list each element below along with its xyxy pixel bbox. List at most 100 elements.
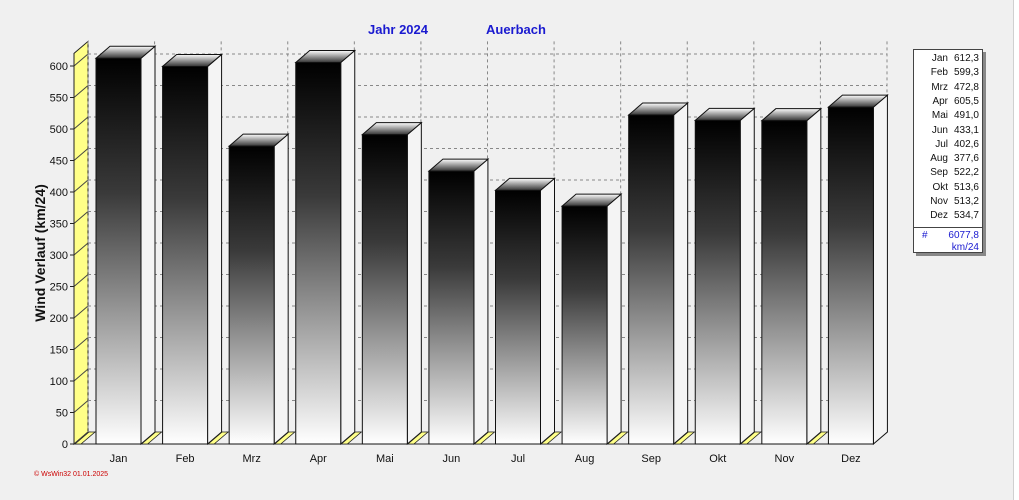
bar-Apr [273, 49, 357, 446]
bar-side [473, 158, 489, 446]
bar-side [140, 45, 156, 446]
legend-row-Sep: Sep 522,2 [914, 167, 982, 180]
bar-top [494, 177, 556, 191]
bar-top [693, 107, 756, 121]
bar-side [340, 49, 356, 446]
y-tick-label: 550 [50, 93, 68, 105]
grid-line-wall [73, 368, 89, 382]
bar-Mai [340, 121, 423, 446]
bar-Jul [473, 177, 556, 446]
bar-Sep [606, 101, 690, 446]
legend-month: Jan [931, 53, 948, 64]
bar-front [495, 189, 541, 445]
bar-side [273, 133, 289, 446]
floor-marker [540, 431, 563, 445]
bar-front [561, 205, 608, 445]
floor-marker [739, 431, 762, 445]
y-tick-labels: 0 50 100 150 200 250 300 350 400 450 500 550 600 [50, 61, 68, 451]
bar-top [560, 193, 623, 207]
bar-top [227, 133, 290, 147]
bar-top [360, 122, 423, 136]
x-category-label: Feb [176, 453, 195, 465]
grid-line-wall [73, 431, 89, 445]
legend-total-value: 6077,8 [948, 230, 979, 241]
legend-value: 377,6 [953, 153, 979, 165]
bar-Jun [406, 158, 490, 446]
x-category-label: Apr [310, 453, 327, 465]
floor-marker [273, 431, 296, 445]
legend-value: 605,5 [953, 95, 979, 107]
bar-top [760, 108, 823, 122]
bar-side [872, 94, 888, 446]
bar-top [827, 94, 889, 108]
legend-month: Feb [930, 67, 948, 79]
legend-row-Nov: Nov 513,2 [914, 196, 982, 209]
x-category-label: Sep [641, 453, 661, 465]
bar-side [673, 101, 689, 446]
bar-top [161, 53, 223, 67]
x-category-label: Mai [376, 453, 394, 465]
bar-top [294, 50, 357, 64]
grid-line-wall [73, 148, 89, 161]
bar-side [739, 107, 755, 446]
bar-front [162, 65, 209, 445]
bar-Feb [140, 53, 223, 446]
floor-marker [73, 431, 97, 445]
grid-line-wall [73, 53, 89, 67]
y-tick-label: 0 [62, 439, 68, 451]
floor-marker [806, 431, 829, 445]
bar-side [207, 53, 223, 446]
legend-row-Mrz: Mrz 472,8 [914, 82, 982, 95]
x-category-label: Mrz [243, 453, 261, 465]
right-frame-edge [1013, 0, 1019, 500]
y-tick-label: 50 [56, 408, 68, 420]
left-wall [73, 40, 89, 446]
legend-month: Okt [932, 181, 948, 193]
footer-copyright: © WsWin32 01.01.2025 [34, 471, 109, 478]
y-tick-label: 500 [50, 124, 68, 136]
y-tick-label: 200 [50, 313, 68, 325]
grid-line-wall [73, 274, 89, 287]
legend-total-symbol: # [922, 230, 928, 241]
legend-row-Feb: Feb 599,3 [914, 67, 982, 80]
y-tick-label: 300 [50, 250, 68, 262]
bar-side [406, 121, 422, 446]
x-category-label: Nov [775, 453, 795, 465]
bar-front [95, 57, 142, 445]
bar-top [94, 45, 157, 59]
grid-line-wall [73, 116, 89, 130]
bar-front [761, 120, 808, 445]
floor-marker [140, 431, 163, 445]
bar-top [427, 158, 490, 172]
floor-marker [340, 431, 363, 445]
chart-title-year: Jahr 2024 [368, 22, 428, 37]
legend-month: Mrz [931, 81, 948, 93]
floor-marker [406, 431, 429, 445]
y-tick-label: 450 [50, 156, 68, 168]
legend-value: 433,1 [953, 124, 979, 136]
bar-front [628, 114, 675, 445]
y-tick-label: 400 [50, 187, 68, 199]
legend-value: 612,3 [953, 53, 979, 64]
grid-line-wall [73, 85, 89, 98]
x-category-label: Aug [575, 453, 595, 465]
x-category-label: Jan [110, 453, 128, 465]
y-axis-label: Wind Verlauf (km/24) [32, 184, 48, 322]
bar-Aug [540, 193, 623, 446]
legend-row-Jun: Jun 433,1 [914, 125, 982, 138]
bar-Mrz [207, 133, 290, 446]
x-category-label: Jun [443, 453, 461, 465]
bar-Okt [673, 107, 756, 446]
legend-box: Jan 612,3 Feb 599,3 Mrz 472,8 Apr 605,5 Mai 491,0… [913, 49, 983, 253]
grid-line-wall [73, 211, 89, 224]
legend-row-Dez: Dez 534,7 [914, 210, 982, 223]
floor-marker [606, 431, 629, 445]
legend-month: Nov [930, 196, 948, 207]
legend-value: 513,6 [953, 181, 979, 193]
x-category-label: Dez [841, 453, 861, 465]
y-tick-label: 100 [50, 376, 68, 388]
bar-front [694, 119, 741, 445]
bar-front [827, 106, 874, 445]
bar-side [806, 107, 822, 446]
x-category-label: Jul [511, 453, 525, 465]
